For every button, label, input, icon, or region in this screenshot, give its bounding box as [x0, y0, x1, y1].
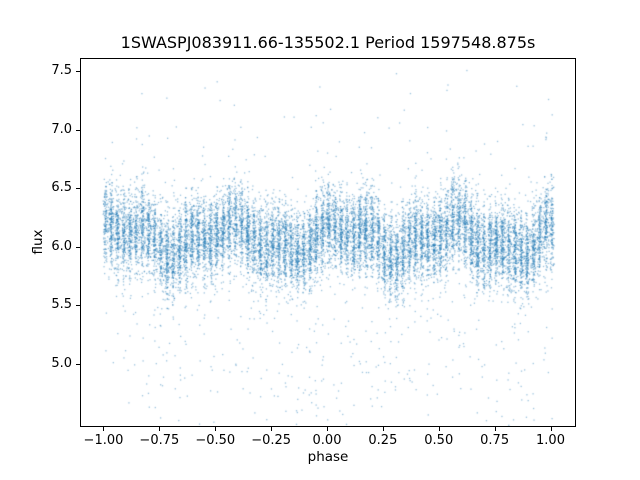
y-tick-label: 6.5 — [51, 180, 72, 196]
x-tick-mark — [159, 427, 161, 431]
x-tick-mark — [271, 427, 273, 431]
x-tick-mark — [103, 427, 105, 431]
y-tick-mark — [76, 246, 80, 248]
x-tick-label: 1.00 — [536, 433, 565, 448]
x-tick-mark — [382, 427, 384, 431]
y-tick-label: 5.0 — [51, 356, 72, 372]
y-tick-label: 7.5 — [51, 62, 72, 78]
y-tick-mark — [76, 188, 80, 190]
x-tick-label: 0.00 — [312, 433, 342, 448]
x-tick-label: 0.50 — [424, 433, 454, 448]
scatter-canvas — [81, 59, 575, 426]
x-tick-label: 0.75 — [480, 433, 510, 448]
y-tick-label: 7.0 — [51, 121, 72, 137]
y-tick-mark — [76, 364, 80, 366]
x-tick-mark — [438, 427, 440, 431]
y-tick-mark — [76, 70, 80, 72]
y-tick-label: 5.5 — [51, 297, 72, 313]
x-tick-mark — [550, 427, 552, 431]
x-tick-label: −0.75 — [139, 433, 180, 448]
x-tick-label: −0.50 — [195, 433, 236, 448]
y-tick-mark — [76, 305, 80, 307]
x-tick-label: 0.25 — [368, 433, 398, 448]
y-tick-label: 6.0 — [51, 238, 72, 254]
x-tick-mark — [327, 427, 328, 431]
x-tick-mark — [215, 427, 217, 431]
x-tick-label: −1.00 — [83, 433, 124, 448]
plot-area — [80, 58, 576, 427]
x-tick-mark — [494, 427, 496, 431]
y-tick-mark — [76, 129, 80, 131]
x-tick-label: −0.25 — [251, 433, 292, 448]
x-axis-label: phase — [307, 449, 349, 465]
chart-title: 1SWASPJ083911.66-135502.1 Period 1597548… — [120, 33, 536, 52]
